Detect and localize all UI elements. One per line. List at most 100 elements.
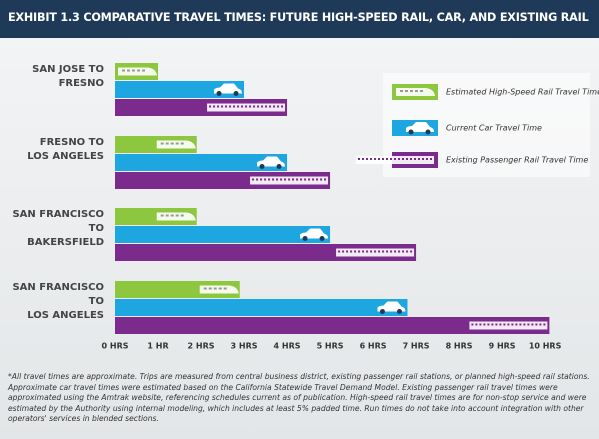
train-window	[160, 142, 164, 145]
x-tick-label: 0 HRS	[102, 342, 129, 351]
rail-window	[390, 158, 392, 160]
train-window	[175, 214, 179, 217]
train-window	[208, 287, 212, 290]
rail-window	[320, 178, 323, 181]
train-window	[410, 90, 413, 92]
bar-icon	[207, 103, 286, 112]
bar-icon	[336, 248, 415, 257]
rail-window	[386, 250, 389, 253]
category-label: FRESNO TO LOS ANGELES	[27, 137, 104, 162]
rail-window	[252, 178, 255, 181]
train-window	[405, 90, 408, 92]
train-window	[127, 69, 131, 72]
x-tick-label: 9 HRS	[489, 342, 516, 351]
rail-window	[370, 250, 373, 253]
x-tick-label: 4 HRS	[274, 342, 301, 351]
rail-window	[245, 105, 248, 108]
train-window	[223, 287, 227, 290]
bar	[115, 208, 197, 225]
rail-window	[499, 323, 502, 326]
rail-window	[390, 250, 393, 253]
bar-icon	[156, 140, 196, 149]
rail-window	[495, 323, 498, 326]
rail-window	[426, 158, 428, 160]
rail-window	[338, 250, 341, 253]
rail-window	[292, 178, 295, 181]
rail-window	[543, 323, 546, 326]
bar-icon	[250, 176, 329, 185]
rail-window	[284, 178, 287, 181]
car-icon	[300, 228, 329, 239]
train-window	[137, 69, 141, 72]
car-wheel	[319, 236, 325, 241]
rail-window	[272, 178, 275, 181]
rail-window	[491, 323, 494, 326]
rail-window	[296, 178, 299, 181]
rail-window	[414, 158, 416, 160]
legend-label: Current Car Travel Time	[446, 124, 542, 133]
bar	[115, 281, 240, 298]
car-wheel	[425, 129, 431, 135]
rail-window	[213, 105, 216, 108]
rail-window	[277, 105, 280, 108]
train-window	[132, 69, 136, 72]
bar-icon	[377, 301, 406, 314]
rail-window	[523, 323, 526, 326]
rail-window	[471, 323, 474, 326]
rail-window	[386, 158, 388, 160]
rail-window	[308, 178, 311, 181]
bar	[115, 99, 288, 116]
rail-window	[268, 178, 271, 181]
rail-window	[370, 158, 372, 160]
rail-window	[398, 250, 401, 253]
car-wheel	[233, 91, 239, 96]
bar-icon	[118, 67, 158, 76]
rail-window	[539, 323, 542, 326]
rail-window	[249, 105, 252, 108]
rail-window	[362, 250, 365, 253]
rail-window	[276, 178, 279, 181]
legend-icon	[396, 88, 435, 96]
train-window	[165, 214, 169, 217]
rail-window	[366, 250, 369, 253]
rail-window	[515, 323, 518, 326]
chart-title: EXHIBIT 1.3 COMPARATIVE TRAVEL TIMES: FU…	[8, 11, 589, 24]
category-label: SAN FRANCISCO TO LOS ANGELES	[12, 282, 104, 321]
rail-window	[374, 250, 377, 253]
train-window	[142, 69, 146, 72]
rail-window	[535, 323, 538, 326]
rail-window	[229, 105, 232, 108]
bar	[115, 317, 550, 334]
car-icon	[214, 83, 243, 94]
rail-window	[304, 178, 307, 181]
rail-window	[253, 105, 256, 108]
rail-window	[507, 323, 510, 326]
bar	[115, 244, 417, 261]
car-wheel	[396, 309, 402, 314]
train-window	[420, 90, 423, 92]
legend-icon	[356, 156, 434, 164]
rail-window	[402, 250, 405, 253]
rail-window	[241, 105, 244, 108]
rail-window	[527, 323, 530, 326]
bar-icon	[257, 156, 286, 169]
rail-window	[350, 250, 353, 253]
train-window	[180, 214, 184, 217]
rail-window	[209, 105, 212, 108]
rail-window	[260, 178, 263, 181]
legend-label: Existing Passenger Rail Travel Time	[446, 156, 588, 165]
train-window	[170, 142, 174, 145]
rail-window	[378, 250, 381, 253]
car-wheel	[379, 309, 385, 314]
car-wheel	[259, 164, 265, 169]
rail-window	[264, 178, 267, 181]
x-tick-label: 5 HRS	[317, 342, 344, 351]
rail-window	[402, 158, 404, 160]
rail-window	[265, 105, 268, 108]
rail-window	[312, 178, 315, 181]
rail-window	[300, 178, 303, 181]
rail-window	[217, 105, 220, 108]
bar-icon	[469, 321, 548, 330]
rail-window	[394, 250, 397, 253]
